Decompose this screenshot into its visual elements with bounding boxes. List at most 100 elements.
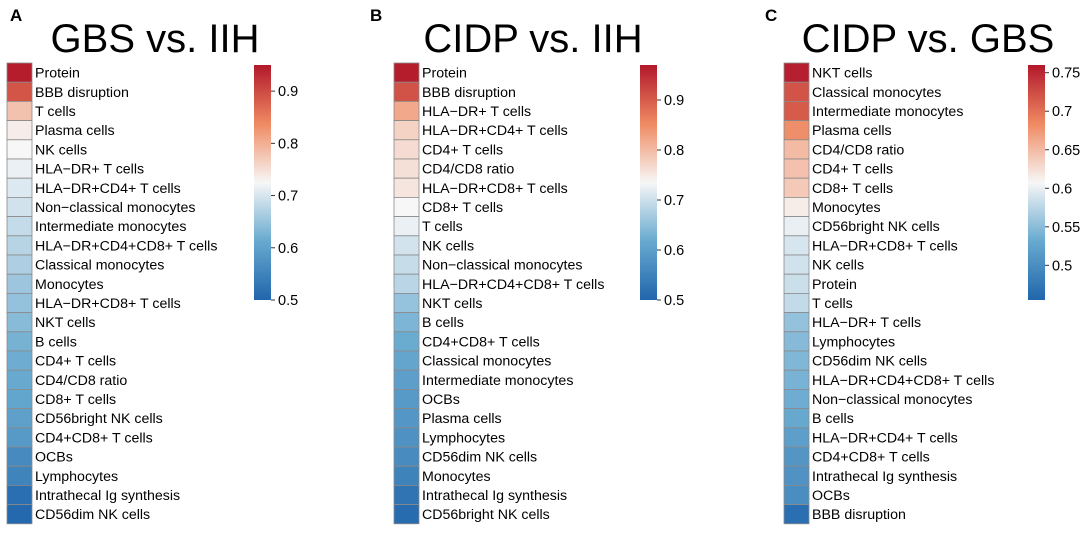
row-label: Non−classical monocytes (422, 258, 582, 274)
heatmap-cell (393, 292, 420, 313)
row-label: NKT cells (35, 315, 95, 331)
row-label: CD4+ T cells (35, 354, 116, 370)
row-label: HLA−DR+CD4+ T cells (35, 181, 181, 197)
heatmap-cell (783, 158, 810, 179)
heatmap-cell (783, 331, 810, 352)
colorbar-tick-label: 0.9 (278, 84, 298, 100)
heatmap-cell (783, 235, 810, 256)
heatmap-cell (393, 216, 420, 237)
heatmap-cell (783, 177, 810, 198)
row-label: Classical monocytes (422, 354, 551, 370)
heatmap-cell (783, 484, 810, 505)
heatmap-cell (6, 254, 33, 275)
row-label: HLA−DR+CD8+ T cells (812, 238, 958, 254)
row-label: CD56dim NK cells (35, 507, 150, 523)
heatmap-cell (783, 350, 810, 371)
heatmap-cell (393, 504, 420, 525)
row-label: HLA−DR+ T cells (812, 315, 921, 331)
row-label: NK cells (812, 258, 864, 274)
heatmap-cell (393, 273, 420, 294)
heatmap-cell (6, 177, 33, 198)
row-label: Plasma cells (422, 411, 502, 427)
row-label: HLA−DR+CD4+CD8+ T cells (422, 277, 604, 293)
row-label: HLA−DR+CD4+ T cells (422, 123, 568, 139)
heatmap-cell (6, 388, 33, 409)
row-label: CD8+ T cells (35, 392, 116, 408)
colorbar-tick-label: 0.9 (664, 93, 684, 109)
panel-label: B (370, 6, 382, 25)
heatmap-cell (393, 158, 420, 179)
heatmap-cell (6, 350, 33, 371)
heatmap-cell (783, 504, 810, 525)
heatmap-cell (393, 101, 420, 122)
row-label: Non−classical monocytes (35, 200, 195, 216)
row-label: NK cells (35, 142, 87, 158)
row-label: CD56bright NK cells (35, 411, 163, 427)
row-label: Intermediate monocytes (812, 104, 963, 120)
row-label: CD4/CD8 ratio (422, 162, 514, 178)
colorbar-tick-label: 0.6 (1052, 181, 1072, 197)
heatmap-cell (393, 350, 420, 371)
heatmap-cell (783, 196, 810, 217)
row-label: CD8+ T cells (812, 181, 893, 197)
row-label: Classical monocytes (35, 258, 164, 274)
colorbar-tick-label: 0.7 (664, 193, 684, 209)
heatmap-cell (783, 101, 810, 122)
heatmap-cell (783, 273, 810, 294)
row-label: CD4+CD8+ T cells (35, 430, 153, 446)
heatmap-cell (6, 158, 33, 179)
row-label: Plasma cells (35, 123, 115, 139)
heatmap-cell (6, 427, 33, 448)
heatmap-cell (783, 312, 810, 333)
heatmap-cell (783, 254, 810, 275)
row-label: CD4+ T cells (812, 162, 893, 178)
row-label: OCBs (422, 392, 460, 408)
row-label: CD56bright NK cells (812, 219, 940, 235)
heatmap-cell (6, 331, 33, 352)
colorbar-tick-label: 0.7 (278, 189, 298, 205)
row-label: Protein (422, 66, 467, 82)
heatmap-cell (393, 369, 420, 390)
colorbar-tick-label: 0.55 (1052, 220, 1080, 236)
row-label: Lymphocytes (812, 334, 895, 350)
row-label: CD4+CD8+ T cells (422, 334, 540, 350)
row-label: Intrathecal Ig synthesis (812, 469, 957, 485)
heatmap-cell (783, 465, 810, 486)
heatmap-cell (6, 292, 33, 313)
heatmap-cell (6, 369, 33, 390)
heatmap-cell (783, 427, 810, 448)
heatmap-cell (393, 196, 420, 217)
row-label: BBB disruption (422, 85, 516, 101)
heatmap-cell (783, 81, 810, 102)
row-label: CD4/CD8 ratio (35, 373, 127, 389)
colorbar-tick-label: 0.8 (664, 143, 684, 159)
heatmap-cell (783, 139, 810, 160)
row-label: B cells (812, 411, 854, 427)
row-label: HLA−DR+CD8+ T cells (35, 296, 181, 312)
row-label: B cells (422, 315, 464, 331)
panel-title: GBS vs. IIH (51, 17, 260, 61)
row-label: HLA−DR+ T cells (422, 104, 531, 120)
row-label: Non−classical monocytes (812, 392, 972, 408)
heatmap-cell (393, 62, 420, 83)
colorbar (1028, 65, 1045, 300)
row-label: CD8+ T cells (422, 200, 503, 216)
colorbar-tick-label: 0.5 (664, 293, 684, 309)
heatmap-cell (393, 427, 420, 448)
heatmap-cell (6, 504, 33, 525)
heatmap-cell (6, 273, 33, 294)
heatmap-cell (393, 120, 420, 141)
row-label: OCBs (812, 488, 850, 504)
panel-label: C (765, 6, 777, 25)
colorbar-tick-label: 0.5 (1052, 258, 1072, 274)
row-label: Protein (35, 66, 80, 82)
row-label: HLA−DR+CD4+ T cells (812, 430, 958, 446)
colorbar-tick-label: 0.7 (1052, 104, 1072, 120)
colorbar-tick-label: 0.65 (1052, 143, 1080, 159)
row-label: T cells (422, 219, 463, 235)
heatmap-cell (6, 139, 33, 160)
row-label: Intermediate monocytes (422, 373, 573, 389)
heatmap-cell (783, 62, 810, 83)
row-label: T cells (35, 104, 76, 120)
